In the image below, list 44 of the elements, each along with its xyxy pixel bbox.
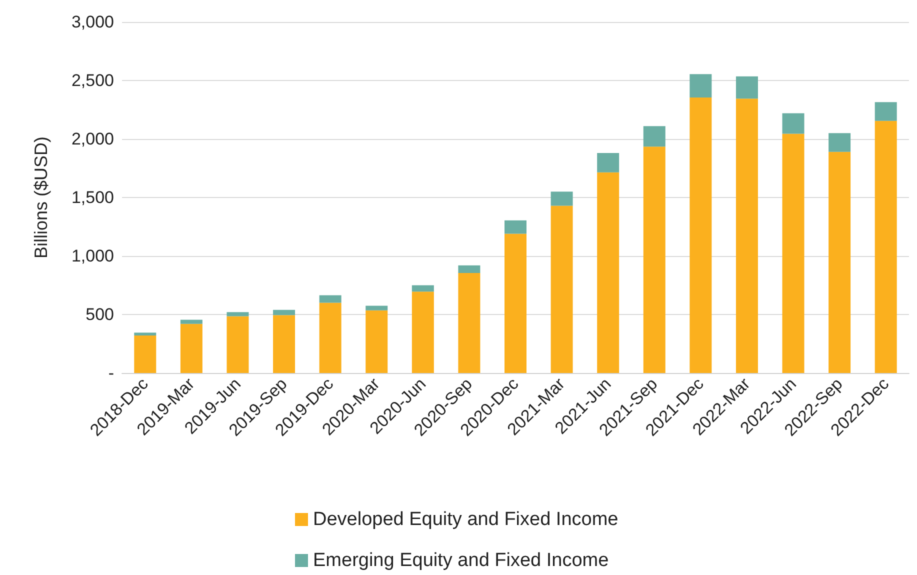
bar [366, 306, 388, 310]
bar [874, 102, 897, 121]
bar [504, 234, 526, 373]
bar [643, 146, 666, 373]
y-tick-label: 1,000 [71, 246, 114, 266]
y-tick-label: 1,500 [71, 188, 114, 207]
y-tick-label: 2,000 [71, 130, 114, 148]
y-axis-title: Billions ($USD) [31, 136, 51, 259]
bar [736, 98, 758, 373]
bar [690, 74, 712, 98]
bar [273, 310, 296, 316]
bar [550, 192, 573, 206]
bar [412, 292, 434, 373]
bar [226, 312, 249, 316]
bar [782, 134, 804, 373]
y-tick-label: 2,500 [71, 71, 114, 90]
bar [180, 324, 202, 373]
bar [550, 206, 573, 373]
legend-label: Developed Equity and Fixed Income [313, 509, 618, 530]
bar [782, 113, 804, 134]
bar [597, 153, 620, 172]
bar [597, 172, 620, 373]
bar [226, 316, 249, 373]
bar [412, 285, 434, 292]
bar [180, 320, 202, 324]
y-tick-label: 3,000 [71, 12, 114, 32]
legend-label: Emerging Equity and Fixed Income [313, 550, 609, 571]
y-tick-label: 500 [86, 305, 114, 324]
y-tick-label: - [108, 364, 114, 382]
bar [736, 76, 758, 99]
bar [366, 310, 388, 373]
bar [134, 332, 156, 336]
bar [273, 315, 296, 373]
bar [874, 120, 897, 373]
bar [643, 126, 666, 147]
bar [134, 336, 156, 373]
bar [319, 295, 342, 303]
bar [828, 133, 851, 152]
bar [319, 302, 342, 373]
bar [690, 97, 712, 373]
bar [828, 152, 851, 373]
bar [458, 265, 480, 273]
bar [458, 272, 480, 373]
bar [504, 220, 526, 234]
